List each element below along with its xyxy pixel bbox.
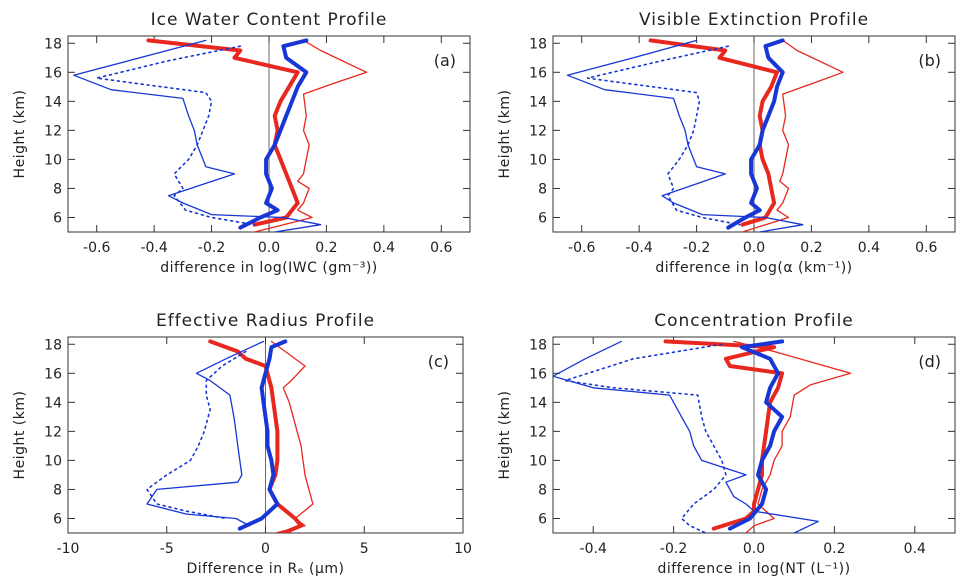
panel-1-ytick-label: 10 — [44, 152, 62, 168]
panel-2-xtick-label: -0.2 — [683, 240, 710, 256]
panel-1-series-5 — [95, 45, 256, 226]
panel-2-ylabel: Height (km) — [497, 90, 513, 179]
panel-3-series-2 — [270, 340, 314, 533]
panel-4-xtick-label: 0.0 — [743, 541, 765, 557]
panel-1-panel-label: (a) — [434, 51, 456, 70]
panel-3-ytick-label: 6 — [53, 511, 62, 527]
panel-4-ytick-label: 16 — [529, 366, 547, 382]
panel-3-ylabel: Height (km) — [12, 391, 28, 480]
panel-1-xtick-label: 0.4 — [373, 240, 395, 256]
panel-4-ytick-label: 10 — [529, 453, 547, 469]
panel-1-xtick-label: -0.2 — [198, 240, 225, 256]
panel-2-ytick-label: 18 — [529, 36, 547, 52]
panel-1-series-3 — [238, 38, 309, 230]
panel-2-xtick-label: 0.6 — [915, 240, 937, 256]
panel-3-series-5 — [146, 350, 247, 520]
panel-3-panel-label: (c) — [428, 352, 449, 371]
panel-1-xtick-label: -0.4 — [140, 240, 167, 256]
panel-3-xtick-label: 0 — [261, 541, 270, 557]
panel-2-xtick-label: -0.6 — [568, 240, 595, 256]
panel-4-ytick-label: 14 — [529, 395, 547, 411]
panel-4-series-3 — [727, 339, 785, 531]
panel-3-title: Effective Radius Profile — [156, 311, 375, 331]
panel-2-series-5 — [586, 45, 741, 226]
panel-3-xtick-label: 10 — [454, 541, 472, 557]
panel-2-xtick-label: 0.2 — [800, 240, 822, 256]
panel-3-ytick-label: 12 — [44, 424, 62, 440]
panel-1-ytick-label: 6 — [53, 210, 62, 226]
panel-4-series-1 — [663, 339, 785, 531]
panel-2-series-2 — [741, 39, 844, 232]
panel-4-xtick-label: -0.2 — [660, 541, 687, 557]
panel-1-series-4 — [73, 39, 322, 232]
panel-4-xtick-label: 0.2 — [823, 541, 845, 557]
panel-4: -0.4 -0.2 0.0 0.2 0.4 6 8 10 12 14 16 18 Concentrati… — [497, 311, 956, 577]
panel-3-ytick-label: 16 — [44, 366, 62, 382]
panel-4-xtick-label: -0.4 — [580, 541, 607, 557]
panel-3-series-4 — [146, 340, 265, 527]
panel-4-ytick-label: 18 — [529, 337, 547, 353]
panel-1-series-2 — [253, 39, 368, 232]
panel-4-xtick-label: 0.4 — [904, 541, 926, 557]
panel-1-series-1 — [146, 38, 300, 227]
panel-3-xlabel: Difference in Rₑ (μm) — [186, 561, 344, 577]
panel-2: -0.6 -0.4 -0.2 0.0 0.2 0.4 0.6 6 8 10 12 14 16 18 Visi… — [497, 10, 956, 276]
panel-4-ylabel: Height (km) — [497, 391, 513, 480]
panel-1: -0.6 -0.4 -0.2 0.0 0.2 0.4 0.6 6 8 10 12 14 16 18 Ice … — [12, 10, 471, 276]
panel-2-ytick-label: 10 — [529, 152, 547, 168]
panel-1-ytick-label: 14 — [44, 94, 62, 110]
panel-3-ytick-label: 18 — [44, 337, 62, 353]
panel-1-xlabel: difference in log(IWC (gm⁻³)) — [160, 260, 378, 276]
panel-2-xtick-label: -0.4 — [625, 240, 652, 256]
panel-1-ytick-label: 16 — [44, 65, 62, 81]
panel-1-xtick-label: 0.6 — [430, 240, 452, 256]
panel-2-xtick-label: 0.4 — [858, 240, 880, 256]
panel-2-xlabel: difference in log(α (km⁻¹)) — [655, 260, 852, 276]
panel-4-title: Concentration Profile — [654, 311, 854, 331]
panel-3-xtick-label: -5 — [160, 541, 174, 557]
panel-3: -10 -5 0 5 10 6 8 10 12 14 16 18 Effective Radius Pr… — [12, 311, 472, 577]
panel-1-xtick-label: 0.0 — [258, 240, 280, 256]
panel-2-ytick-label: 16 — [529, 65, 547, 81]
panel-4-ytick-label: 8 — [538, 482, 547, 498]
panel-3-ytick-label: 8 — [53, 482, 62, 498]
panel-1-ytick-label: 18 — [44, 36, 62, 52]
panel-2-xtick-label: 0.0 — [743, 240, 765, 256]
panel-2-ytick-label: 12 — [529, 123, 547, 139]
panel-1-title: Ice Water Content Profile — [151, 10, 388, 30]
panel-1-ytick-label: 12 — [44, 123, 62, 139]
panel-3-series-3 — [237, 339, 288, 531]
panel-3-ytick-label: 14 — [44, 395, 62, 411]
panel-1-ylabel: Height (km) — [12, 90, 28, 179]
panel-4-ytick-label: 12 — [529, 424, 547, 440]
panel-4-panel-label: (d) — [918, 352, 941, 371]
panel-2-ytick-label: 6 — [538, 210, 547, 226]
panel-2-ytick-label: 14 — [529, 94, 547, 110]
panel-3-series-1 — [208, 339, 304, 533]
panel-2-series-3 — [726, 38, 785, 230]
panel-3-xtick-label: -10 — [57, 541, 80, 557]
panel-4-xlabel: difference in log(NT (L⁻¹)) — [657, 561, 850, 577]
panel-2-series-1 — [648, 38, 779, 227]
panel-1-xtick-label: -0.6 — [83, 240, 110, 256]
panel-3-xtick-label: 5 — [360, 541, 369, 557]
panel-3-ytick-label: 10 — [44, 453, 62, 469]
panel-4-series-5 — [564, 343, 727, 533]
panel-1-xtick-label: 0.2 — [315, 240, 337, 256]
panel-2-panel-label: (b) — [918, 51, 941, 70]
panel-1-ytick-label: 8 — [53, 181, 62, 197]
panel-2-series-4 — [566, 39, 804, 232]
panel-4-ytick-label: 6 — [538, 511, 547, 527]
panel-2-ytick-label: 8 — [538, 181, 547, 197]
panel-2-title: Visible Extinction Profile — [639, 10, 869, 30]
